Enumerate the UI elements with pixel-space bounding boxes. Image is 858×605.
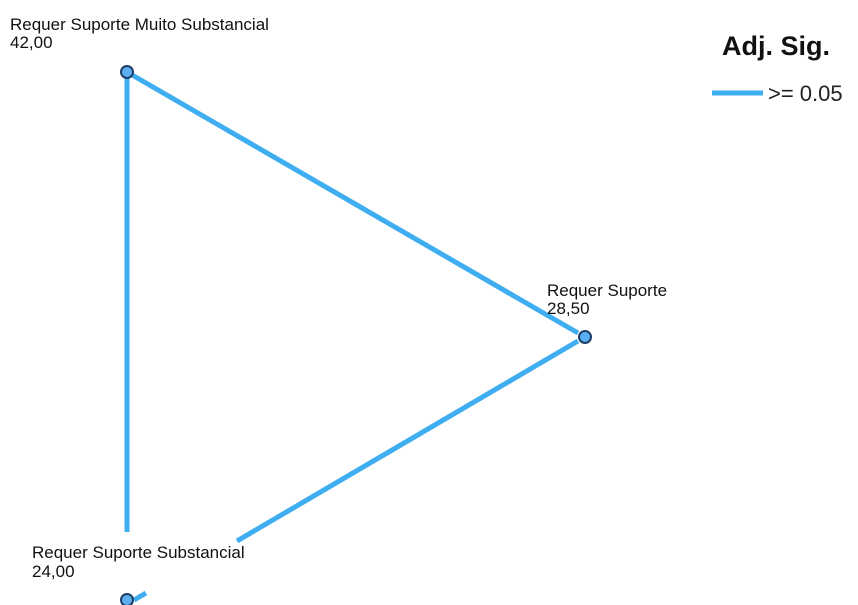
node-suporte[interactable]: Requer Suporte 28,50 — [547, 281, 667, 344]
node-label: Requer Suporte — [547, 281, 667, 300]
legend-title: Adj. Sig. — [722, 31, 830, 61]
node-marker[interactable] — [120, 65, 134, 79]
node-label: Requer Suporte Muito Substancial — [10, 15, 269, 34]
node-label: Requer Suporte Substancial — [32, 543, 245, 562]
edge-muito-substancial-to-suporte — [125, 69, 580, 336]
legend-label: >= 0.05 — [768, 81, 843, 106]
node-muito-substancial[interactable]: Requer Suporte Muito Substancial 42,00 — [10, 15, 269, 79]
node-value: 28,50 — [547, 299, 590, 318]
edges — [124, 69, 580, 603]
edge-suporte-to-substancial-tail — [132, 590, 148, 603]
node-value: 24,00 — [32, 562, 75, 581]
legend: Adj. Sig. >= 0.05 — [712, 31, 843, 106]
node-marker[interactable] — [120, 593, 134, 605]
node-value: 42,00 — [10, 33, 53, 52]
edge-suporte-to-substancial — [235, 338, 580, 544]
node-marker[interactable] — [578, 330, 592, 344]
node-substancial[interactable]: Requer Suporte Substancial 24,00 — [32, 543, 245, 605]
